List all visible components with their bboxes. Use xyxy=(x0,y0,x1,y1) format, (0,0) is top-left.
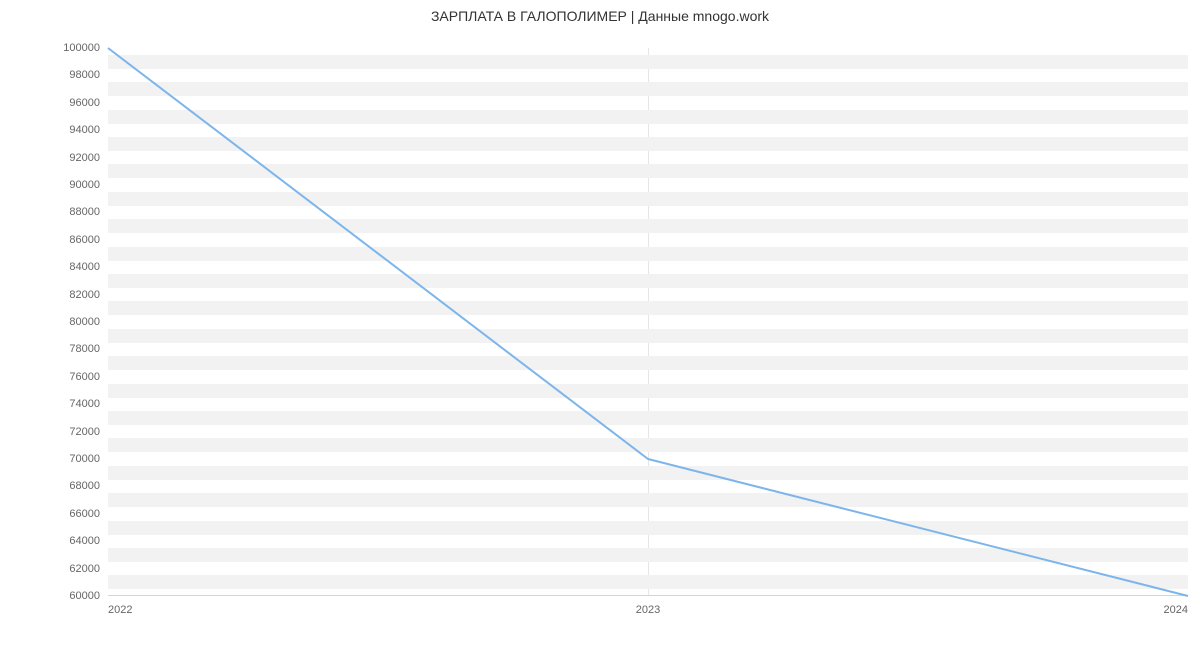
chart-title: ЗАРПЛАТА В ГАЛОПОЛИМЕР | Данные mnogo.wo… xyxy=(0,8,1200,24)
y-tick-label: 74000 xyxy=(69,398,108,410)
y-tick-label: 80000 xyxy=(69,316,108,328)
series-line xyxy=(108,48,1188,596)
y-tick-label: 98000 xyxy=(69,69,108,81)
y-tick-label: 90000 xyxy=(69,179,108,191)
y-tick-label: 66000 xyxy=(69,508,108,520)
y-tick-label: 96000 xyxy=(69,97,108,109)
y-tick-label: 86000 xyxy=(69,234,108,246)
y-tick-label: 72000 xyxy=(69,426,108,438)
chart-container: ЗАРПЛАТА В ГАЛОПОЛИМЕР | Данные mnogo.wo… xyxy=(0,0,1200,650)
y-tick-label: 84000 xyxy=(69,261,108,273)
y-tick-label: 78000 xyxy=(69,343,108,355)
y-tick-label: 92000 xyxy=(69,152,108,164)
y-tick-label: 62000 xyxy=(69,563,108,575)
y-tick-label: 76000 xyxy=(69,371,108,383)
y-tick-label: 88000 xyxy=(69,206,108,218)
y-tick-label: 100000 xyxy=(63,42,108,54)
y-tick-label: 82000 xyxy=(69,289,108,301)
x-tick-label: 2022 xyxy=(108,596,132,616)
y-tick-label: 60000 xyxy=(69,590,108,602)
line-series-svg xyxy=(108,48,1188,596)
plot-area: 6000062000640006600068000700007200074000… xyxy=(108,48,1188,596)
y-tick-label: 68000 xyxy=(69,480,108,492)
x-tick-label: 2024 xyxy=(1164,596,1188,616)
y-tick-label: 70000 xyxy=(69,453,108,465)
x-tick-label: 2023 xyxy=(636,596,660,616)
y-tick-label: 64000 xyxy=(69,535,108,547)
y-tick-label: 94000 xyxy=(69,124,108,136)
